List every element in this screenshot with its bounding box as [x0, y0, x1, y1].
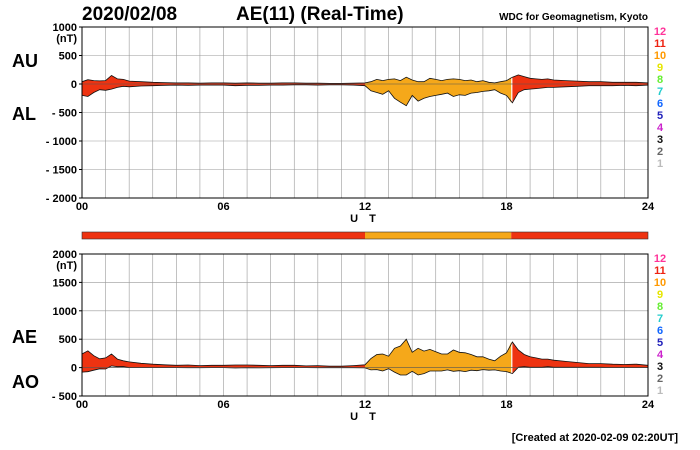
- panel-2-xtick-label: 18: [500, 399, 512, 411]
- chart-date: 2020/02/08: [82, 4, 178, 25]
- panel-2-fill-segment-3: [512, 342, 648, 374]
- panel-2-legend-item-3: 3: [657, 361, 663, 373]
- panel-1-xtick-label: 12: [359, 201, 371, 213]
- panel-1-ytick-label: 1000: [53, 22, 77, 34]
- panel-2-legend-item-11: 11: [654, 265, 666, 277]
- au-side-label: AU: [12, 51, 38, 71]
- panel-2-ytick-label: 500: [59, 334, 77, 346]
- panel-1-legend-item-5: 5: [657, 110, 663, 122]
- panel-2-ytick-label: - 500: [52, 391, 77, 403]
- panel-1-ytick-label: - 2000: [46, 193, 77, 205]
- panel-2-ytick-label: 1000: [53, 306, 77, 318]
- panel-2-ae-line: [82, 338, 648, 367]
- panel-1-xlabel: U T: [350, 213, 380, 225]
- panel-1-legend-item-7: 7: [657, 86, 663, 98]
- panel-2-legend-item-12: 12: [654, 253, 666, 265]
- panel-1-au-line: [82, 74, 648, 84]
- panel-1-legend-item-10: 10: [654, 50, 666, 62]
- station-bar-frame: [81, 231, 649, 240]
- panel-1-ytick-label: - 1500: [46, 165, 77, 177]
- panel-1-legend-item-11: 11: [654, 38, 666, 50]
- panel-2-legend-item-7: 7: [657, 313, 663, 325]
- panel-1-unit-label: (nT): [56, 33, 77, 45]
- panel-1-legend-item-9: 9: [657, 62, 663, 74]
- panel-1-xtick-label: 00: [76, 201, 88, 213]
- panel-1-legend-item-12: 12: [654, 26, 666, 38]
- panel-2-xtick-label: 24: [642, 399, 655, 411]
- panel-1-legend-item-2: 2: [657, 146, 663, 158]
- created-timestamp: [Created at 2020-02-09 02:20UT]: [511, 432, 678, 444]
- panel-2-legend-item-5: 5: [657, 337, 663, 349]
- ao-side-label: AO: [12, 372, 39, 392]
- panel-2-fill-segment-1: [82, 350, 365, 373]
- panel-2-legend-item-1: 1: [657, 385, 663, 397]
- panel-2-xtick-label: 00: [76, 399, 88, 411]
- panel-2-legend-item-9: 9: [657, 289, 663, 301]
- ae-side-label: AE: [12, 327, 38, 347]
- panel-2-xlabel: U T: [350, 411, 380, 423]
- station-bar-segment-2: [365, 232, 512, 239]
- panel-2-ytick-label: 2000: [53, 249, 77, 261]
- panel-2-unit-label: (nT): [56, 260, 77, 272]
- panel-1-legend-item-4: 4: [657, 122, 664, 134]
- panel-2-legend-item-10: 10: [654, 277, 666, 289]
- panel-1-ytick-label: - 1000: [46, 136, 77, 148]
- panel-2-legend-item-8: 8: [657, 301, 663, 313]
- panel-1-legend-item-1: 1: [657, 158, 663, 170]
- panel-2-frame: [81, 253, 649, 397]
- panel-1-fill-segment-3: [512, 74, 648, 103]
- panel-1-ytick-label: 0: [71, 79, 77, 91]
- station-bar-segment-3: [511, 232, 648, 239]
- panel-1-ytick-label: - 500: [52, 108, 77, 120]
- station-bar-segment-1: [82, 232, 365, 239]
- chart-title: AE(11) (Real-Time): [236, 4, 404, 25]
- panel-1-ytick-label: 500: [59, 51, 77, 63]
- panel-2-ytick-label: 1500: [53, 277, 77, 289]
- panel-2-ytick-label: 0: [71, 363, 77, 375]
- panel-1-fill-segment-2: [365, 77, 512, 106]
- panel-1-xtick-label: 24: [642, 201, 655, 213]
- panel-2-legend-item-2: 2: [657, 373, 663, 385]
- panel-1-al-line: [82, 84, 648, 107]
- panel-2-xtick-label: 12: [359, 399, 371, 411]
- panel-2-legend-item-6: 6: [657, 325, 663, 337]
- data-source: WDC for Geomagnetism, Kyoto: [499, 12, 648, 23]
- panel-2-xtick-label: 06: [217, 399, 229, 411]
- panel-1-legend-item-6: 6: [657, 98, 663, 110]
- al-side-label: AL: [12, 104, 36, 124]
- panel-1-xtick-label: 06: [217, 201, 229, 213]
- panel-1-legend-item-8: 8: [657, 74, 663, 86]
- panel-1-legend-item-3: 3: [657, 134, 663, 146]
- panel-2-fill-segment-2: [365, 339, 512, 375]
- panel-2-legend-item-4: 4: [657, 349, 664, 361]
- panel-1-xtick-label: 18: [500, 201, 512, 213]
